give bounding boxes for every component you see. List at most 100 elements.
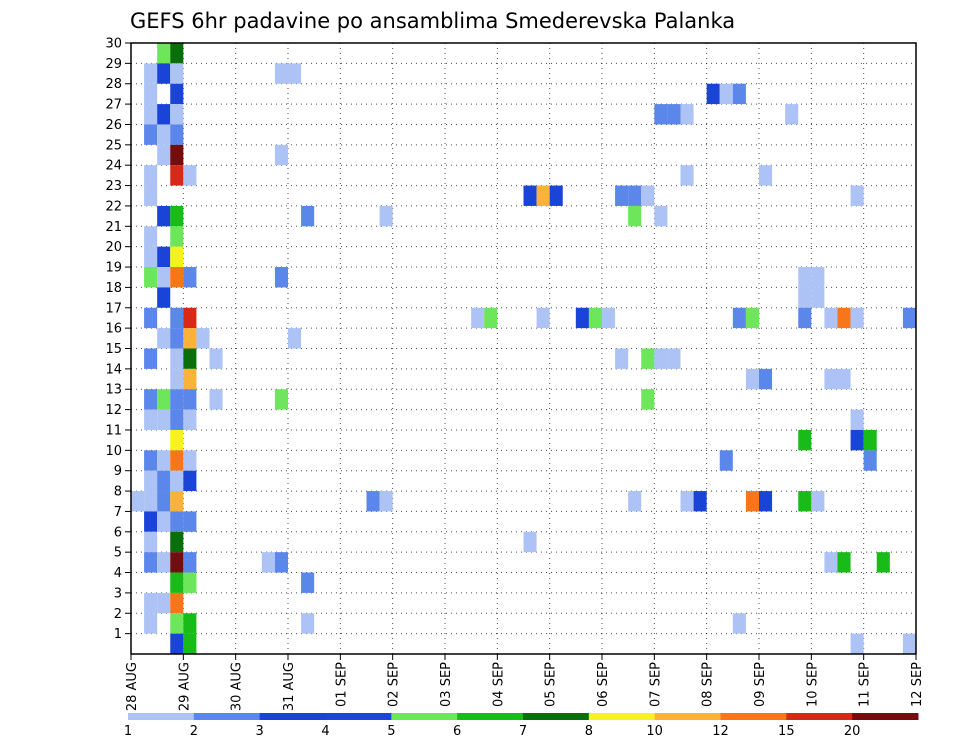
precip-cell xyxy=(157,63,171,84)
precip-cell xyxy=(157,267,171,288)
colorbar-label: 5 xyxy=(387,724,395,739)
y-tick-label: 23 xyxy=(105,179,122,194)
precip-cell xyxy=(144,267,158,288)
precip-cell xyxy=(157,104,171,125)
precip-cell xyxy=(745,307,759,329)
precip-cell xyxy=(144,226,158,247)
precip-cell xyxy=(379,491,393,512)
precip-cell xyxy=(876,552,890,573)
precip-cell xyxy=(536,307,550,329)
precip-cell xyxy=(863,450,877,471)
colorbar-label: 3 xyxy=(256,724,264,739)
y-tick-label: 9 xyxy=(114,464,122,479)
chart-title: GEFS 6hr padavine po ansamblima Smederev… xyxy=(130,9,735,33)
y-tick-label: 10 xyxy=(105,444,122,459)
colorbar-label: 1 xyxy=(124,724,132,739)
precip-cell xyxy=(144,592,158,614)
precip-cell xyxy=(183,368,197,390)
precip-cell xyxy=(902,633,916,654)
precip-cell xyxy=(183,165,197,186)
colorbar-label: 7 xyxy=(519,724,527,739)
precip-cell xyxy=(274,144,288,166)
precip-cell xyxy=(170,470,184,492)
y-axis: 1234567891011121314151617181920212223242… xyxy=(105,37,131,642)
y-tick-label: 19 xyxy=(105,261,122,276)
y-tick-label: 11 xyxy=(105,423,122,438)
x-tick-label: 01 SEP xyxy=(334,662,349,707)
precip-cell xyxy=(366,491,380,512)
precip-cell xyxy=(575,307,589,329)
precip-cell xyxy=(654,348,668,369)
colorbar-label: 12 xyxy=(712,724,729,739)
precip-cell xyxy=(144,307,158,329)
precip-cell xyxy=(170,63,184,84)
precip-cell xyxy=(144,409,158,430)
precip-cell xyxy=(144,531,158,553)
colorbar-swatch xyxy=(325,713,392,720)
precip-cell xyxy=(745,491,759,512)
precip-cell xyxy=(824,552,838,573)
x-tick-label: 30 AUG xyxy=(230,662,245,711)
precip-cell xyxy=(144,552,158,573)
precip-cell xyxy=(170,491,184,512)
x-axis: 28 AUG 29 AUG 30 AUG 31 AUG 01 SEP 02 SEP 03 S… xyxy=(125,654,925,711)
precip-cell xyxy=(183,267,197,288)
precip-cell xyxy=(274,389,288,410)
colorbar-swatch xyxy=(720,713,787,720)
colorbar: 1 2 3 4 5 6 7 8 10 12 15 20 xyxy=(124,713,919,739)
precip-cell xyxy=(170,389,184,410)
y-tick-label: 30 xyxy=(105,37,122,52)
precip-cell xyxy=(170,429,184,451)
precip-cell xyxy=(379,205,393,227)
precip-cell xyxy=(157,592,171,614)
precip-cell xyxy=(183,409,197,430)
plot-frame xyxy=(130,42,917,655)
precip-cell xyxy=(157,43,171,64)
precip-cell xyxy=(144,470,158,492)
precip-cell xyxy=(157,144,171,166)
x-tick-label: 07 SEP xyxy=(648,662,663,707)
colorbar-label: 2 xyxy=(190,724,198,739)
precip-cell xyxy=(301,572,315,593)
precip-cell xyxy=(798,491,812,512)
y-tick-label: 18 xyxy=(105,281,122,296)
precip-cell xyxy=(654,205,668,227)
x-tick-label: 03 SEP xyxy=(439,662,454,707)
x-tick-label: 29 AUG xyxy=(177,662,192,711)
colorbar-swatch xyxy=(852,713,919,720)
precip-cell xyxy=(170,144,184,166)
precip-cell xyxy=(759,165,773,186)
precip-cell xyxy=(157,205,171,227)
y-tick-label: 6 xyxy=(114,525,122,540)
precip-cell xyxy=(850,633,864,654)
precip-cell xyxy=(274,267,288,288)
precip-cell xyxy=(183,552,197,573)
precip-cell xyxy=(170,226,184,247)
precip-cell xyxy=(706,83,720,105)
precip-cell xyxy=(615,348,629,369)
y-tick-label: 1 xyxy=(114,627,122,642)
precip-cell xyxy=(183,307,197,329)
y-tick-label: 4 xyxy=(114,566,122,581)
precip-cell xyxy=(157,124,171,145)
precip-cell xyxy=(693,491,707,512)
precip-cell xyxy=(183,389,197,410)
precip-cell xyxy=(824,368,838,390)
colorbar-label: 15 xyxy=(778,724,795,739)
precip-cell xyxy=(170,246,184,268)
precip-cell xyxy=(170,83,184,105)
precip-cell xyxy=(144,63,158,84)
grid xyxy=(131,42,916,654)
precip-cell xyxy=(798,307,812,329)
colorbar-swatch xyxy=(523,713,590,720)
precip-cell xyxy=(170,368,184,390)
precip-cell xyxy=(274,552,288,573)
precip-cell xyxy=(183,348,197,369)
precip-cell xyxy=(837,552,851,573)
colorbar-swatch xyxy=(588,713,656,720)
precip-cell xyxy=(183,572,197,593)
precip-cell xyxy=(837,307,851,329)
precip-cell xyxy=(157,511,171,532)
